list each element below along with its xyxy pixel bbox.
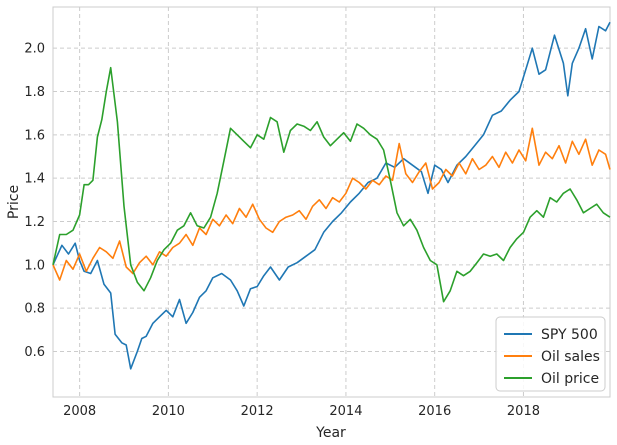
series-line-spy-500 <box>52 21 611 370</box>
y-tick-label: 1.2 <box>24 215 45 230</box>
tick-labels: 2008 2010 2012 2014 2016 2018 0.6 0.8 1.0 1.2 1.4 1… <box>24 42 540 419</box>
y-tick-label: 1.6 <box>24 128 45 143</box>
y-tick-label: 1.0 <box>24 258 45 273</box>
legend: SPY 500 Oil sales Oil price <box>495 316 606 392</box>
legend-label-spy-500: SPY 500 <box>541 327 598 343</box>
series-line-oil-sales <box>52 127 611 281</box>
x-tick-label: 2018 <box>507 404 540 419</box>
x-tick-label: 2014 <box>329 404 362 419</box>
x-tick-label: 2016 <box>418 404 451 419</box>
y-tick-label: 2.0 <box>24 42 45 57</box>
legend-box <box>495 316 606 392</box>
y-axis-label: Price <box>6 185 22 219</box>
series-line-oil-price <box>52 66 611 303</box>
plot-frame <box>52 6 611 398</box>
series-lines <box>52 21 611 370</box>
y-tick-label: 1.4 <box>24 172 45 187</box>
legend-label-oil-price: Oil price <box>541 371 599 387</box>
x-tick-label: 2008 <box>63 404 96 419</box>
y-tick-label: 0.8 <box>24 302 45 317</box>
y-tick-label: 0.6 <box>24 345 45 360</box>
x-axis-label: Year <box>315 425 346 441</box>
x-tick-label: 2012 <box>241 404 274 419</box>
x-tick-label: 2010 <box>152 404 185 419</box>
legend-label-oil-sales: Oil sales <box>541 349 600 365</box>
y-tick-label: 1.8 <box>24 85 45 100</box>
